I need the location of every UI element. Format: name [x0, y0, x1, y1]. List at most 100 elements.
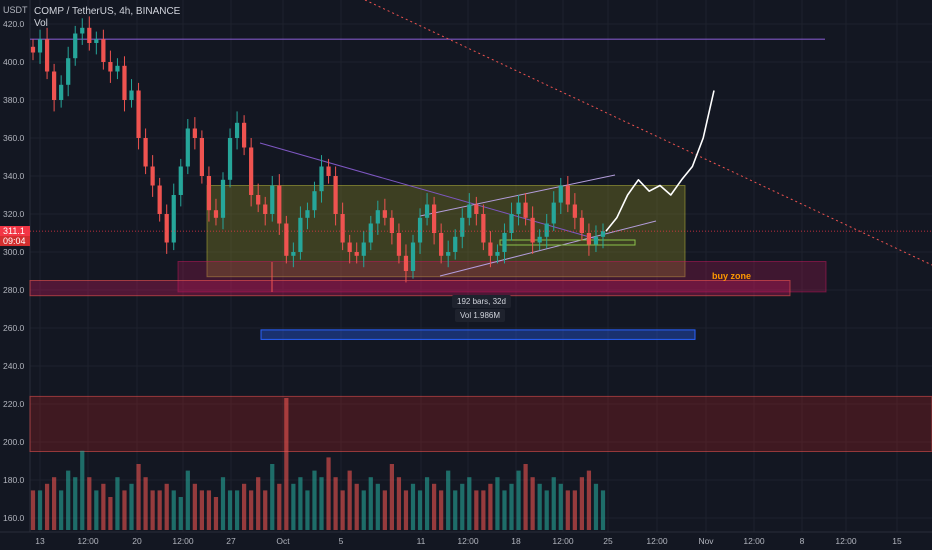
candle-body — [396, 233, 402, 256]
volume-bar — [361, 490, 366, 530]
candle-body — [502, 233, 507, 252]
candle-body — [516, 202, 521, 214]
y-tick-label: 400.0 — [3, 57, 25, 67]
candle-body — [270, 185, 275, 214]
x-tick-label: Nov — [698, 536, 714, 546]
volume-bar — [572, 490, 577, 530]
volume-bar — [80, 450, 85, 530]
volume-bar — [333, 477, 338, 530]
candle-body — [368, 223, 373, 243]
volume-bar — [122, 490, 127, 530]
candle-body — [157, 185, 162, 214]
y-tick-label: 280.0 — [3, 285, 25, 295]
y-tick-label: 200.0 — [3, 437, 25, 447]
x-tick-label: 11 — [417, 536, 426, 546]
candle-body — [319, 166, 324, 192]
x-tick-label: 13 — [35, 536, 45, 546]
candle-body — [417, 217, 423, 243]
x-tick-label: 12:00 — [172, 536, 194, 546]
support-box — [499, 239, 636, 246]
volume-bar — [164, 483, 169, 530]
channel-upper-line — [419, 174, 616, 217]
candle-body — [256, 195, 261, 205]
volume-bar — [263, 490, 268, 530]
x-tick-label: 20 — [132, 536, 142, 546]
volume-bar — [460, 483, 465, 530]
candle-body — [403, 255, 409, 271]
volume-bar — [192, 483, 197, 530]
volume-bar — [256, 477, 261, 530]
volume-bar — [157, 490, 162, 530]
volume-bar — [565, 490, 570, 530]
volume-bar — [410, 483, 416, 530]
y-tick-label: 380.0 — [3, 95, 25, 105]
y-tick-label: 340.0 — [3, 171, 25, 181]
volume-bar — [66, 470, 71, 530]
volume-bar — [368, 477, 373, 530]
indicator-label[interactable]: Vol — [34, 18, 48, 29]
volume-bar — [319, 477, 324, 530]
volume-bar — [150, 490, 155, 530]
candle-body — [87, 27, 92, 43]
x-tick-label: 27 — [226, 536, 236, 546]
candle-body — [474, 204, 479, 214]
volume-bar — [115, 477, 120, 530]
candle-body — [565, 185, 570, 205]
volume-bar — [530, 477, 535, 530]
volume-bar — [171, 490, 176, 530]
volume-bar — [270, 464, 275, 530]
volume-bar — [424, 477, 430, 530]
volume-bar — [178, 497, 183, 530]
bar-countdown-label: 09:04 — [0, 236, 30, 246]
candle-body — [410, 242, 416, 271]
candle-body — [509, 214, 514, 233]
x-tick-label: 5 — [339, 536, 344, 546]
volume-bar — [220, 477, 226, 530]
candle-body — [572, 204, 577, 218]
symbol-title[interactable]: COMP / TetherUS, 4h, BINANCE — [34, 6, 181, 17]
candle-body — [66, 58, 71, 85]
volume-bar — [375, 483, 380, 530]
y-tick-label: 360.0 — [3, 133, 25, 143]
volume-bar — [291, 483, 296, 530]
volume-bar — [284, 398, 289, 530]
candle-body — [37, 39, 43, 53]
candle-body — [171, 195, 176, 243]
candle-body — [495, 252, 500, 256]
x-tick-label: 12:00 — [646, 536, 668, 546]
x-tick-label: 18 — [511, 536, 521, 546]
candle-body — [129, 90, 134, 100]
y-tick-label: 180.0 — [3, 475, 25, 485]
candle-body — [305, 210, 310, 218]
candle-body — [488, 242, 493, 256]
candle-body — [530, 217, 535, 243]
candle-body — [333, 176, 338, 214]
candle-body — [291, 252, 296, 256]
volume-bar — [495, 477, 500, 530]
volume-bar — [213, 497, 219, 530]
range-bars-tooltip: 192 bars, 32d — [452, 295, 511, 308]
volume-bar — [558, 483, 563, 530]
candle-body — [312, 191, 317, 211]
volume-bar — [52, 477, 57, 530]
candle-body — [108, 62, 113, 72]
volume-bar — [136, 464, 141, 530]
volume-bar — [298, 477, 303, 530]
candle-body — [277, 185, 282, 224]
volume-bar — [586, 470, 592, 530]
volume-bar — [417, 490, 423, 530]
volume-bar — [44, 483, 50, 530]
volume-bar — [129, 483, 134, 530]
candle-body — [424, 204, 430, 218]
volume-bar — [185, 470, 190, 530]
candle-body — [199, 138, 204, 176]
y-tick-label: 320.0 — [3, 209, 25, 219]
y-tick-label: 220.0 — [3, 399, 25, 409]
volume-bar — [551, 477, 556, 530]
volume-bar — [347, 470, 352, 530]
buy-zone-label: buy zone — [712, 271, 752, 281]
candle-body — [227, 138, 233, 180]
x-tick-label: Oct — [276, 536, 290, 546]
x-tick-label: 12:00 — [835, 536, 857, 546]
